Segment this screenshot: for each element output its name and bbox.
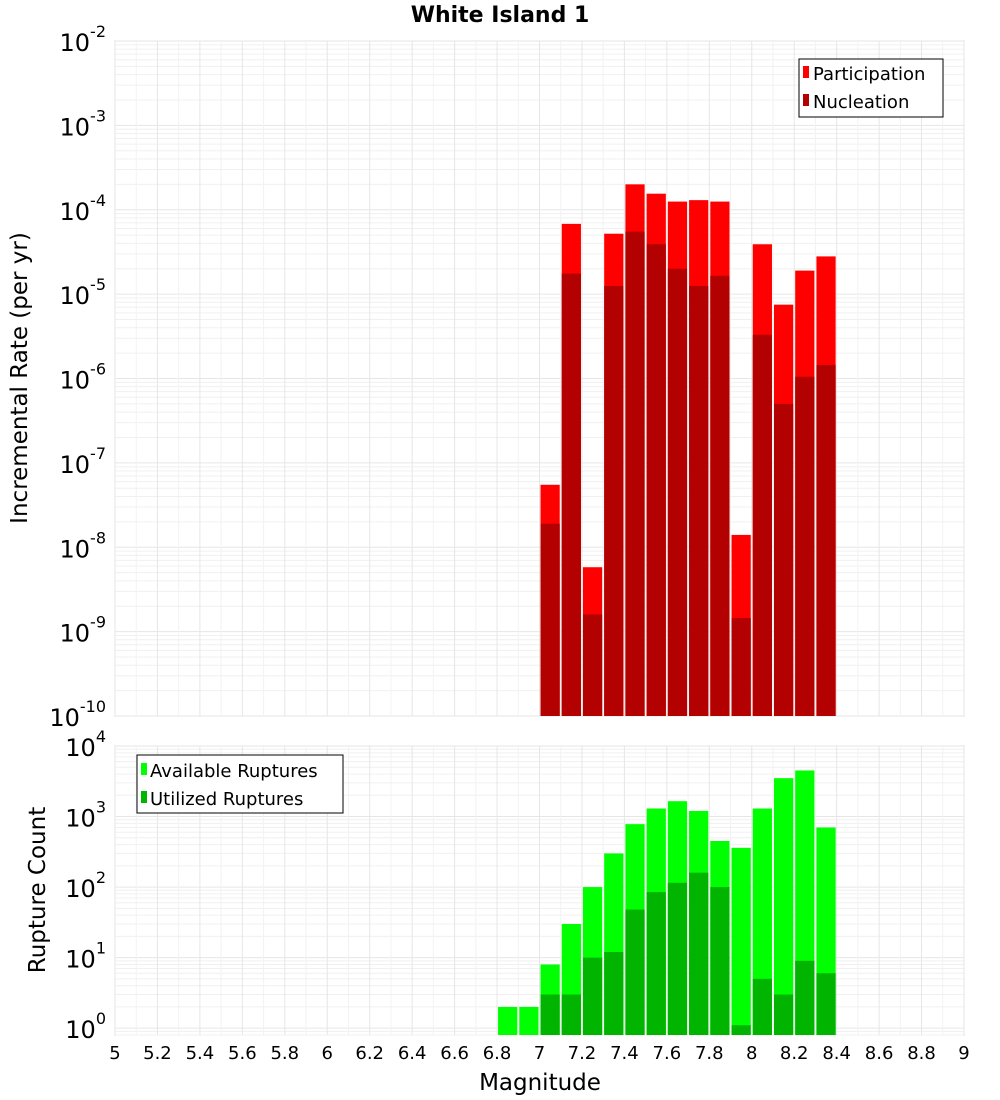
available-ruptures-bar [773,778,794,1035]
x-tick-label: 7.8 [695,1043,724,1064]
x-tick-label: 6.8 [483,1043,512,1064]
top-y-tick-label: 10-9 [60,613,107,648]
nucleation-bar [752,334,772,716]
utilized-ruptures-bar [816,973,836,1035]
top-y-tick-label: 10-5 [60,275,107,310]
x-tick-label: 5.2 [143,1043,172,1064]
nucleation-legend-swatch [803,94,809,106]
x-tick-label: 6.6 [440,1043,469,1064]
bottom-y-tick-label: 101 [65,939,106,974]
top-gridlines [114,40,965,717]
x-tick-label: 8 [746,1043,757,1064]
available-legend-label: Available Ruptures [150,761,318,782]
bottom-legend-box [136,754,344,814]
top-y-tick-label: 10-8 [60,528,107,563]
bottom-y-axis-label: Rupture Count [25,807,51,973]
available-ruptures-bar [519,1006,539,1035]
bottom-y-tick-label: 104 [65,727,106,762]
nucleation-bar [540,523,560,716]
x-tick-label: 9 [958,1043,969,1064]
top-bars [540,184,836,717]
utilized-ruptures-bar [604,952,624,1035]
x-tick-label: 8.2 [780,1043,809,1064]
nucleation-bar [561,273,581,716]
utilized-ruptures-bar [540,994,560,1035]
nucleation-bar [625,231,645,716]
bottom-bars [498,770,836,1035]
available-legend-swatch [141,763,147,775]
top-y-tick-label: 10-4 [60,191,107,226]
x-tick-label: 6.2 [355,1043,384,1064]
utilized-legend-label: Utilized Ruptures [150,789,303,810]
top-legend-box [798,58,944,118]
x-tick-label: 6.4 [398,1043,427,1064]
available-ruptures-bar [752,808,772,1035]
x-tick-label: 8.6 [865,1043,894,1064]
utilized-ruptures-bar [646,892,666,1035]
participation-legend-label: Participation [813,64,925,85]
nucleation-bar [773,403,794,716]
x-tick-label: 7.4 [610,1043,639,1064]
nucleation-legend-label: Nucleation [813,92,909,113]
nucleation-bar [646,244,666,717]
nucleation-bar [816,364,836,716]
x-tick-label: 7.6 [653,1043,682,1064]
x-axis-label: Magnitude [479,1070,601,1096]
x-tick-label: 5.6 [228,1043,257,1064]
nucleation-bar [710,275,730,716]
top-y-tick-label: 10-6 [60,360,107,395]
top-legend: Participation Nucleation [798,58,944,118]
x-tick-label: 6 [322,1043,333,1064]
x-tick-label: 5.4 [186,1043,215,1064]
nucleation-bar [689,285,709,716]
x-tick-label: 8.4 [822,1043,851,1064]
nucleation-bar [604,285,624,716]
x-tick-label: 7 [534,1043,545,1064]
utilized-ruptures-bar [752,978,772,1035]
top-y-tick-label: 10-7 [60,444,107,479]
top-y-axis-label: Incremental Rate (per yr) [7,232,33,524]
utilized-ruptures-bar [667,882,688,1035]
bottom-y-tick-label: 100 [65,1009,106,1044]
nucleation-bar [795,376,815,716]
x-tick-label: 8.8 [907,1043,936,1064]
bottom-legend: Available Ruptures Utilized Ruptures [136,754,344,814]
bottom-y-tick-label: 103 [65,798,106,833]
utilized-ruptures-bar [773,994,794,1035]
nucleation-bar [667,268,688,716]
utilized-ruptures-bar [795,960,815,1035]
bottom-y-ticks: 100 101 102 103 104 [65,727,106,1044]
chart-title: White Island 1 [411,3,590,28]
utilized-ruptures-bar [689,872,709,1035]
bottom-y-tick-label: 102 [65,868,106,903]
utilized-ruptures-bar [582,957,603,1035]
nucleation-bar [731,618,751,716]
utilized-ruptures-bar [561,994,581,1035]
nucleation-bar [582,614,603,716]
x-tick-label: 5.8 [270,1043,299,1064]
x-ticks: 5 5.2 5.4 5.6 5.8 6 6.2 6.4 6.6 6.8 7 7.2 7.4 7.6 7.8 8… [109,1043,969,1064]
top-y-tick-label: 10-2 [60,22,107,57]
available-ruptures-bar [731,847,751,1035]
utilized-ruptures-bar [710,887,730,1035]
x-tick-label: 5 [109,1043,120,1064]
utilized-ruptures-bar [625,909,645,1035]
utilized-ruptures-bar [731,1025,751,1035]
available-ruptures-bar [498,1006,518,1035]
top-y-tick-label: 10-3 [60,106,107,141]
x-tick-label: 7.2 [568,1043,597,1064]
utilized-legend-swatch [141,791,147,803]
participation-legend-swatch [803,66,809,78]
